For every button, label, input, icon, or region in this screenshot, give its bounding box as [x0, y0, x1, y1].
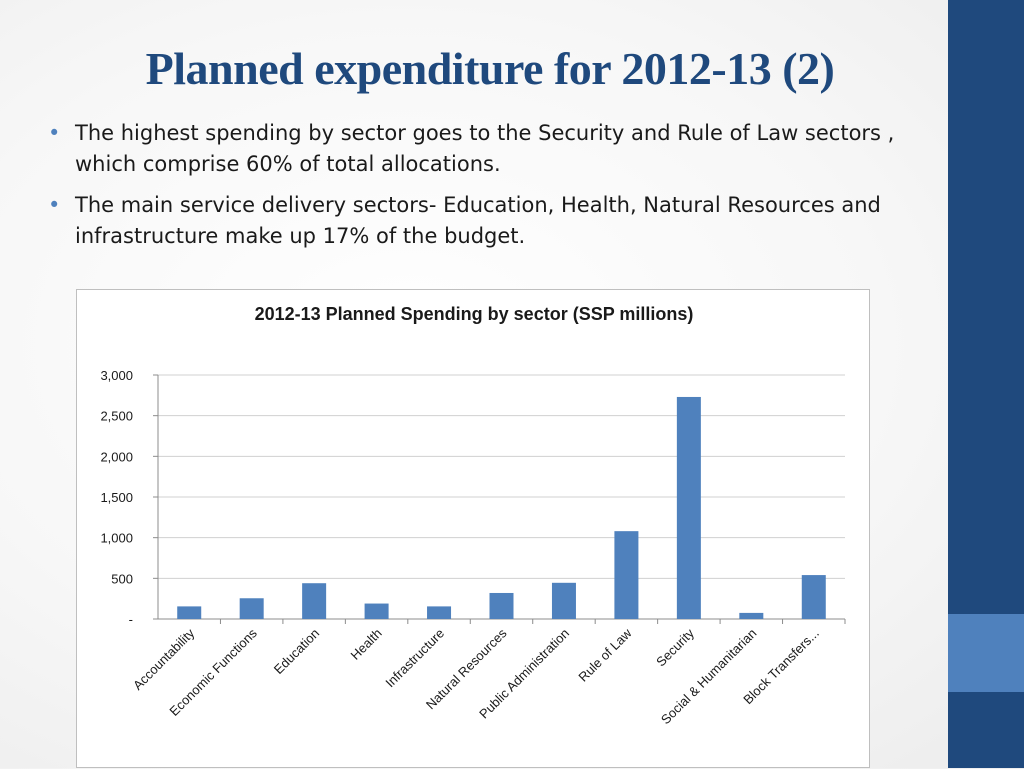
bullet-item: • The main service delivery sectors- Edu…	[48, 190, 918, 252]
bullet-text: The main service delivery sectors- Educa…	[75, 193, 881, 248]
x-tick-label: Education	[271, 626, 322, 677]
x-tick-label: Security	[653, 625, 697, 669]
y-tick-label: 1,000	[100, 531, 133, 546]
sidebar-accent-block	[948, 614, 1024, 692]
bar	[302, 583, 327, 619]
bullet-item: • The highest spending by sector goes to…	[48, 118, 918, 180]
bullet-list: • The highest spending by sector goes to…	[48, 118, 918, 262]
y-tick-label: 3,000	[100, 368, 133, 383]
x-tick-label: Rule of Law	[575, 625, 635, 685]
y-tick-label: 500	[111, 571, 133, 586]
bar	[177, 606, 202, 619]
y-tick-label: -	[129, 612, 133, 627]
bar	[489, 592, 514, 619]
chart-frame: 2012-13 Planned Spending by sector (SSP …	[76, 289, 870, 768]
bar	[801, 575, 826, 619]
bar	[676, 396, 701, 619]
bullet-text: The highest spending by sector goes to t…	[75, 121, 895, 176]
bullet-icon: •	[48, 193, 61, 217]
bar	[364, 603, 389, 619]
bar	[614, 531, 639, 619]
x-tick-label: Health	[348, 626, 385, 663]
slide-title: Planned expenditure for 2012-13 (2)	[145, 43, 835, 94]
bar	[427, 606, 452, 619]
bar	[551, 582, 576, 619]
x-tick-label: Infrastructure	[382, 626, 447, 691]
y-tick-label: 2,500	[100, 409, 133, 424]
bar	[239, 598, 264, 619]
chart-title: 2012-13 Planned Spending by sector (SSP …	[255, 304, 694, 324]
y-tick-label: 1,500	[100, 490, 133, 505]
bar	[739, 612, 764, 619]
x-tick-label: Accountability	[130, 625, 198, 693]
bullet-icon: •	[48, 121, 61, 145]
y-tick-label: 2,000	[100, 449, 133, 464]
bar-chart: 2012-13 Planned Spending by sector (SSP …	[100, 304, 846, 727]
